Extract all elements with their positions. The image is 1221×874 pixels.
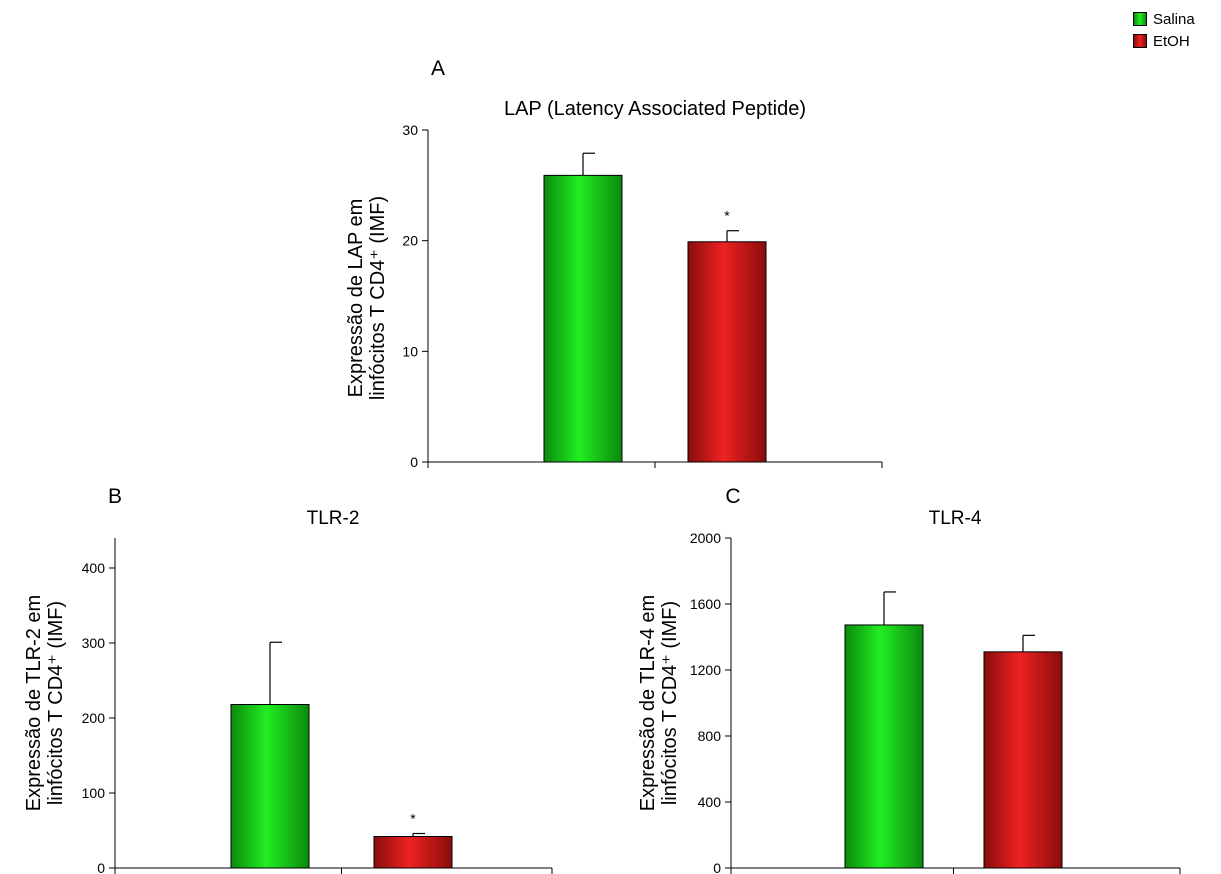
panel-a-ytick-label: 20 bbox=[402, 233, 418, 249]
legend-swatch-etoh bbox=[1133, 34, 1147, 48]
panel-a-chart: A LAP (Latency Associated Peptide) Express… bbox=[345, 57, 883, 470]
panel-c-ylabel-line2: linfócitos T CD4⁺ (IMF) bbox=[659, 601, 681, 805]
panel-a-bar-etoh bbox=[687, 241, 767, 463]
panel-b-ytick-label: 300 bbox=[82, 635, 106, 651]
panel-a-title: LAP (Latency Associated Peptide) bbox=[504, 98, 806, 120]
panel-b-significance-etoh: * bbox=[410, 811, 416, 827]
panel-c-title: TLR-4 bbox=[929, 508, 982, 529]
panel-b-ytick-label: 200 bbox=[82, 710, 106, 726]
panel-b-ylabel-line2: linfócitos T CD4⁺ (IMF) bbox=[45, 601, 67, 805]
panel-a-ytick-label: 0 bbox=[410, 454, 418, 470]
legend: Salina EtOH bbox=[1133, 8, 1195, 52]
panel-c-ytick-label: 2000 bbox=[690, 530, 721, 546]
legend-swatch-salina bbox=[1133, 12, 1147, 26]
panel-b-bar-etoh bbox=[373, 836, 453, 869]
panel-a-significance-etoh: * bbox=[724, 208, 730, 224]
panel-b-ylabel: Expressão de TLR-2 emlinfócitos T CD4⁺ (… bbox=[23, 595, 67, 811]
panel-c-ytick-label: 0 bbox=[713, 860, 721, 874]
panel-b-ytick-label: 400 bbox=[82, 560, 106, 576]
panel-c-ytick-label: 800 bbox=[698, 728, 722, 744]
panel-c-bar-salina bbox=[844, 624, 924, 869]
legend-label-etoh: EtOH bbox=[1153, 32, 1190, 50]
panel-c-ylabel-line1: Expressão de TLR-4 em bbox=[637, 595, 659, 811]
panel-b-ytick-label: 100 bbox=[82, 785, 106, 801]
panel-c-label: C bbox=[725, 485, 740, 508]
panel-a-ytick-label: 10 bbox=[402, 343, 418, 359]
panel-c-ylabel: Expressão de TLR-4 emlinfócitos T CD4⁺ (… bbox=[637, 595, 681, 811]
panel-a-ylabel-line2: linfócitos T CD4⁺ (IMF) bbox=[367, 196, 389, 400]
panel-b-label: B bbox=[108, 485, 122, 508]
panel-a-bar-salina bbox=[543, 174, 623, 463]
panel-b-chart: B TLR-2 Expressão de TLR-2 emlinfócitos T … bbox=[23, 485, 553, 874]
panel-c-ytick-label: 1200 bbox=[690, 662, 721, 678]
panel-a-label: A bbox=[431, 57, 445, 80]
panel-c-bar-etoh bbox=[983, 651, 1063, 869]
panel-c-ytick-label: 1600 bbox=[690, 596, 721, 612]
panel-b-ytick-label: 0 bbox=[97, 860, 105, 874]
legend-item-salina: Salina bbox=[1133, 8, 1195, 30]
panel-c-chart: C TLR-4 Expressão de TLR-4 emlinfócitos T … bbox=[637, 485, 1181, 874]
legend-item-etoh: EtOH bbox=[1133, 30, 1195, 52]
panel-a-ylabel: Expressão de LAP emlinfócitos T CD4⁺ (IM… bbox=[345, 196, 389, 400]
panel-b-bar-salina bbox=[230, 704, 310, 869]
panel-b-title: TLR-2 bbox=[307, 508, 360, 529]
panel-a-ytick-label: 30 bbox=[402, 122, 418, 138]
panel-a-ylabel-line1: Expressão de LAP em bbox=[345, 199, 367, 398]
panel-c-ytick-label: 400 bbox=[698, 794, 722, 810]
legend-label-salina: Salina bbox=[1153, 10, 1195, 28]
panel-b-ylabel-line1: Expressão de TLR-2 em bbox=[23, 595, 45, 811]
